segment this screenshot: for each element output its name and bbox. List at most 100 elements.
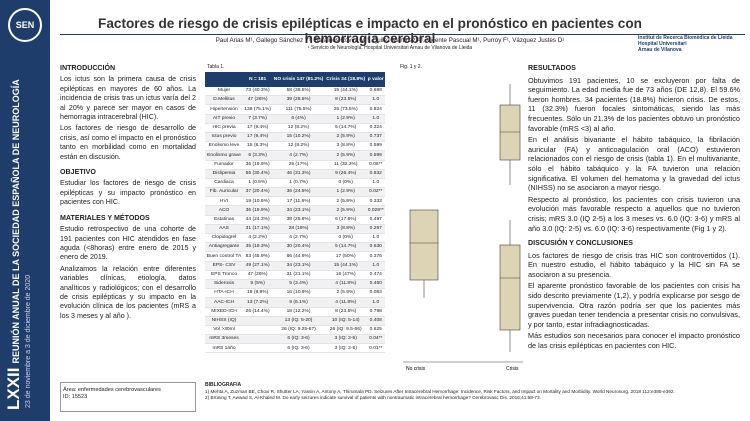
logo-text: Arnau de Vilanova [638,47,682,53]
table-cell: 0.824 [366,104,385,115]
table-cell: 1 (2.9%) [324,114,367,124]
table-cell: 34 (23.1%) [272,205,325,216]
table-cell: 31 (21.1%) [272,270,325,280]
paragraph: Respecto al pronóstico, los pacientes co… [528,194,740,233]
table-cell: Dislipemia [205,169,243,179]
table-cell: 16 (47%) [324,270,367,280]
table-cell: 3 (8.8%) [324,141,367,152]
table-cell: 1.0 [366,297,385,308]
table-cell: 0 (0%) [324,233,367,244]
table-cell: Antiagregante [205,242,243,253]
table-cell: 1 (0.7%) [272,178,325,189]
table-cell: AAC-ICH [205,297,243,308]
table-cell: 0.599 [366,150,385,161]
table-cell: 12 (8.2%) [272,123,325,133]
table-cell: 0.625 [366,325,385,336]
table-cell: Hipertensión [205,104,243,115]
column-header: p valor [366,72,385,87]
figure-label: Crisis [506,366,519,372]
table-cell: 19 (10.5%) [243,196,273,207]
table-row: EPS Tronco 47 (26%) 31 (21.1%) 16 (47%) 0.47… [205,270,385,280]
table-row: Ictus previo 17 (9.4%) 15 (10.2%) 2 (5.9%) 0… [205,132,385,143]
table-cell: 7 (3.7%) [243,114,273,124]
left-column: INTRODUCCIÓN Los ictus son la primera cau… [60,58,196,323]
paragraph: Estudiar los factores de riesgo de crisi… [60,179,196,207]
table-row: Fib. Auricular 37 (20.4%) 36 (24.5%) 1 (2.9… [205,187,385,198]
table-cell: D.Mellitus [205,95,243,106]
column-header [205,72,243,87]
bibliography-title: BIBLIOGRAFIA [205,382,242,388]
table-cell: Vol >30ml [205,325,243,336]
table-row: HTA-ICH 18 (9.9%) 16 (10.9%) 2 (5.9%) 0.083 [205,288,385,299]
table-cell: 25 (17%) [272,160,325,170]
area: Área: enfermedades cerebrovasculares [63,387,161,393]
table-cell: Siderosis [205,279,243,290]
table-cell: 0 (0%) [324,178,367,189]
table-cell: MIXED-ICH [205,307,243,317]
table-cell: 3 (8.8%) [324,224,367,235]
table-row: Antiagregante 35 (19.3%) 30 (20.4%) 5 (14.7… [205,242,385,253]
section-heading: DISCUSIÓN Y CONCLUSIONES [528,239,633,248]
table-cell: 3 (IQ: 2-5) [324,343,367,354]
table-cell: 37 (20.4%) [243,187,273,198]
table-row: EPS- CSV 49 (27.1%) 34 (23.1%) 15 (44.1%) 1.… [205,261,385,271]
paragraph: Los ictus son la primera causa de crisis… [60,75,196,122]
table-cell: 2 (5.9%) [324,205,367,216]
table-cell: 2 (5.9%) [324,288,367,299]
paragraph: Los factores de riesgo de desarrollo de … [60,124,196,161]
table-cell: 0.01** [366,343,385,354]
table-row: Mujer 73 (40.3%) 58 (39.5%) 15 (44.1%) 0.699 [205,87,385,97]
table-cell: 12 (8.2%) [272,141,325,152]
box [409,209,439,281]
table-cell: 34 (23.1%) [272,261,325,271]
meeting-banner: LXXII REUNIÓN ANUAL DE LA SOCIEDAD ESPAÑO… [4,50,32,410]
figure-caption: Fig. 1 y 2. [400,64,422,70]
table-row: D.Mellitus 47 (26%) 39 (26.5%) 8 (23.5%) 1.0 [205,95,385,106]
table-cell: 36 (19.9%) [243,205,273,216]
column-header: NO crisis 147 (81.2%) [272,72,325,87]
table-cell: 46 (31.3%) [272,169,325,179]
table-cell: 6 (4%) [272,114,325,124]
table-row: Siderosis 9 (5%) 5 (3.4%) 4 (11.8%) 0.450 [205,279,385,290]
right-column: RESULTADOS Obtuvimos 191 pacientes, 10 se… [528,58,740,353]
table-cell: 4 (11.8%) [324,279,367,290]
logo-text: Institut de Recerca Biomèdica de Lleida [638,35,733,41]
table-cell: 36 (24.5%) [272,187,325,198]
table-cell [243,334,273,345]
id: ID: 15523 [63,394,88,400]
table-cell: 1.0 [366,261,385,271]
table-cell: 18 (9.9%) [243,288,273,299]
table-row: Buen control TA 83 (45.9%) 66 (44.9%) 17 (5… [205,251,385,262]
table-cell: 1.0 [366,233,385,244]
table-cell: 2 (5.9%) [324,132,367,143]
affiliation: ¹ Servicio de Neurología. Hospital Unive… [307,45,473,51]
table-row: AAC-ICH 13 (7.2%) 9 (6.1%) 4 (11.8%) 1.0 [205,297,385,308]
table-cell: 5 (14.7%) [324,123,367,133]
table-cell: 31 (17.1%) [243,224,273,235]
table-cell: 2 (5.9%) [324,150,367,161]
paragraph: Los factores de riesgo de crisis tras HI… [528,250,740,279]
table-cell: 15 (44.1%) [324,261,367,271]
table-cell: 0.333 [366,196,385,207]
table-cell: 36 (19.9%) [243,160,273,170]
table-cell: 1.0 [366,95,385,106]
table-row: AAS 31 (17.1%) 28 (19%) 3 (8.8%) 0.297 [205,224,385,235]
table-cell: 136 (75.1%) [243,104,273,115]
paragraph: Analizamos la relación entre diferentes … [60,264,196,320]
table-cell: 0.497 [366,215,385,225]
table-cell: mRS 1año [205,343,243,354]
table-cell: Cardiaca [205,178,243,189]
table-cell: 1.0 [366,178,385,189]
reference: 1) Mehta A, Zuzman BE, Choxi R, Shutter … [205,388,675,394]
table-cell: 6 (17.6%) [324,215,367,225]
table-cell: 38 (25.8%) [272,215,325,225]
meeting-name: REUNIÓN ANUAL DE LA SOCIEDAD ESPAÑOLA DE… [11,79,21,364]
table-cell: 9 (5%) [243,279,273,290]
table-cell: Mujer [205,87,243,97]
table-cell: 17 (11.6%) [272,196,325,207]
table-cell: 13 (IQ: 5-20) [272,316,325,326]
table: N = 181 NO crisis 147 (81.2%) Crisis 34 (1… [205,72,385,354]
table-cell: 0.832 [366,169,385,179]
table-cell: 6 (3.3%) [243,150,273,161]
